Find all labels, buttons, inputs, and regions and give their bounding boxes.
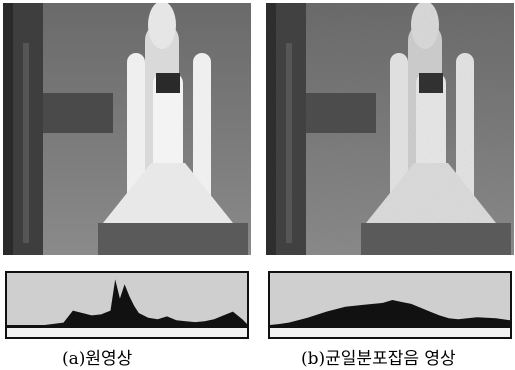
histogram-original: [5, 271, 249, 339]
histogram-original-area: [7, 279, 247, 325]
original-image: [3, 3, 251, 255]
caption-noisy: (b)균일분포잡음 영상: [301, 349, 456, 369]
histogram-noisy: [268, 271, 512, 339]
caption-original: (a)원영상: [62, 349, 133, 369]
noisy-image: [266, 3, 514, 255]
histogram-noisy-area: [270, 300, 510, 325]
histogram-original-plot: [7, 279, 247, 337]
histogram-noisy-plot: [270, 300, 510, 337]
